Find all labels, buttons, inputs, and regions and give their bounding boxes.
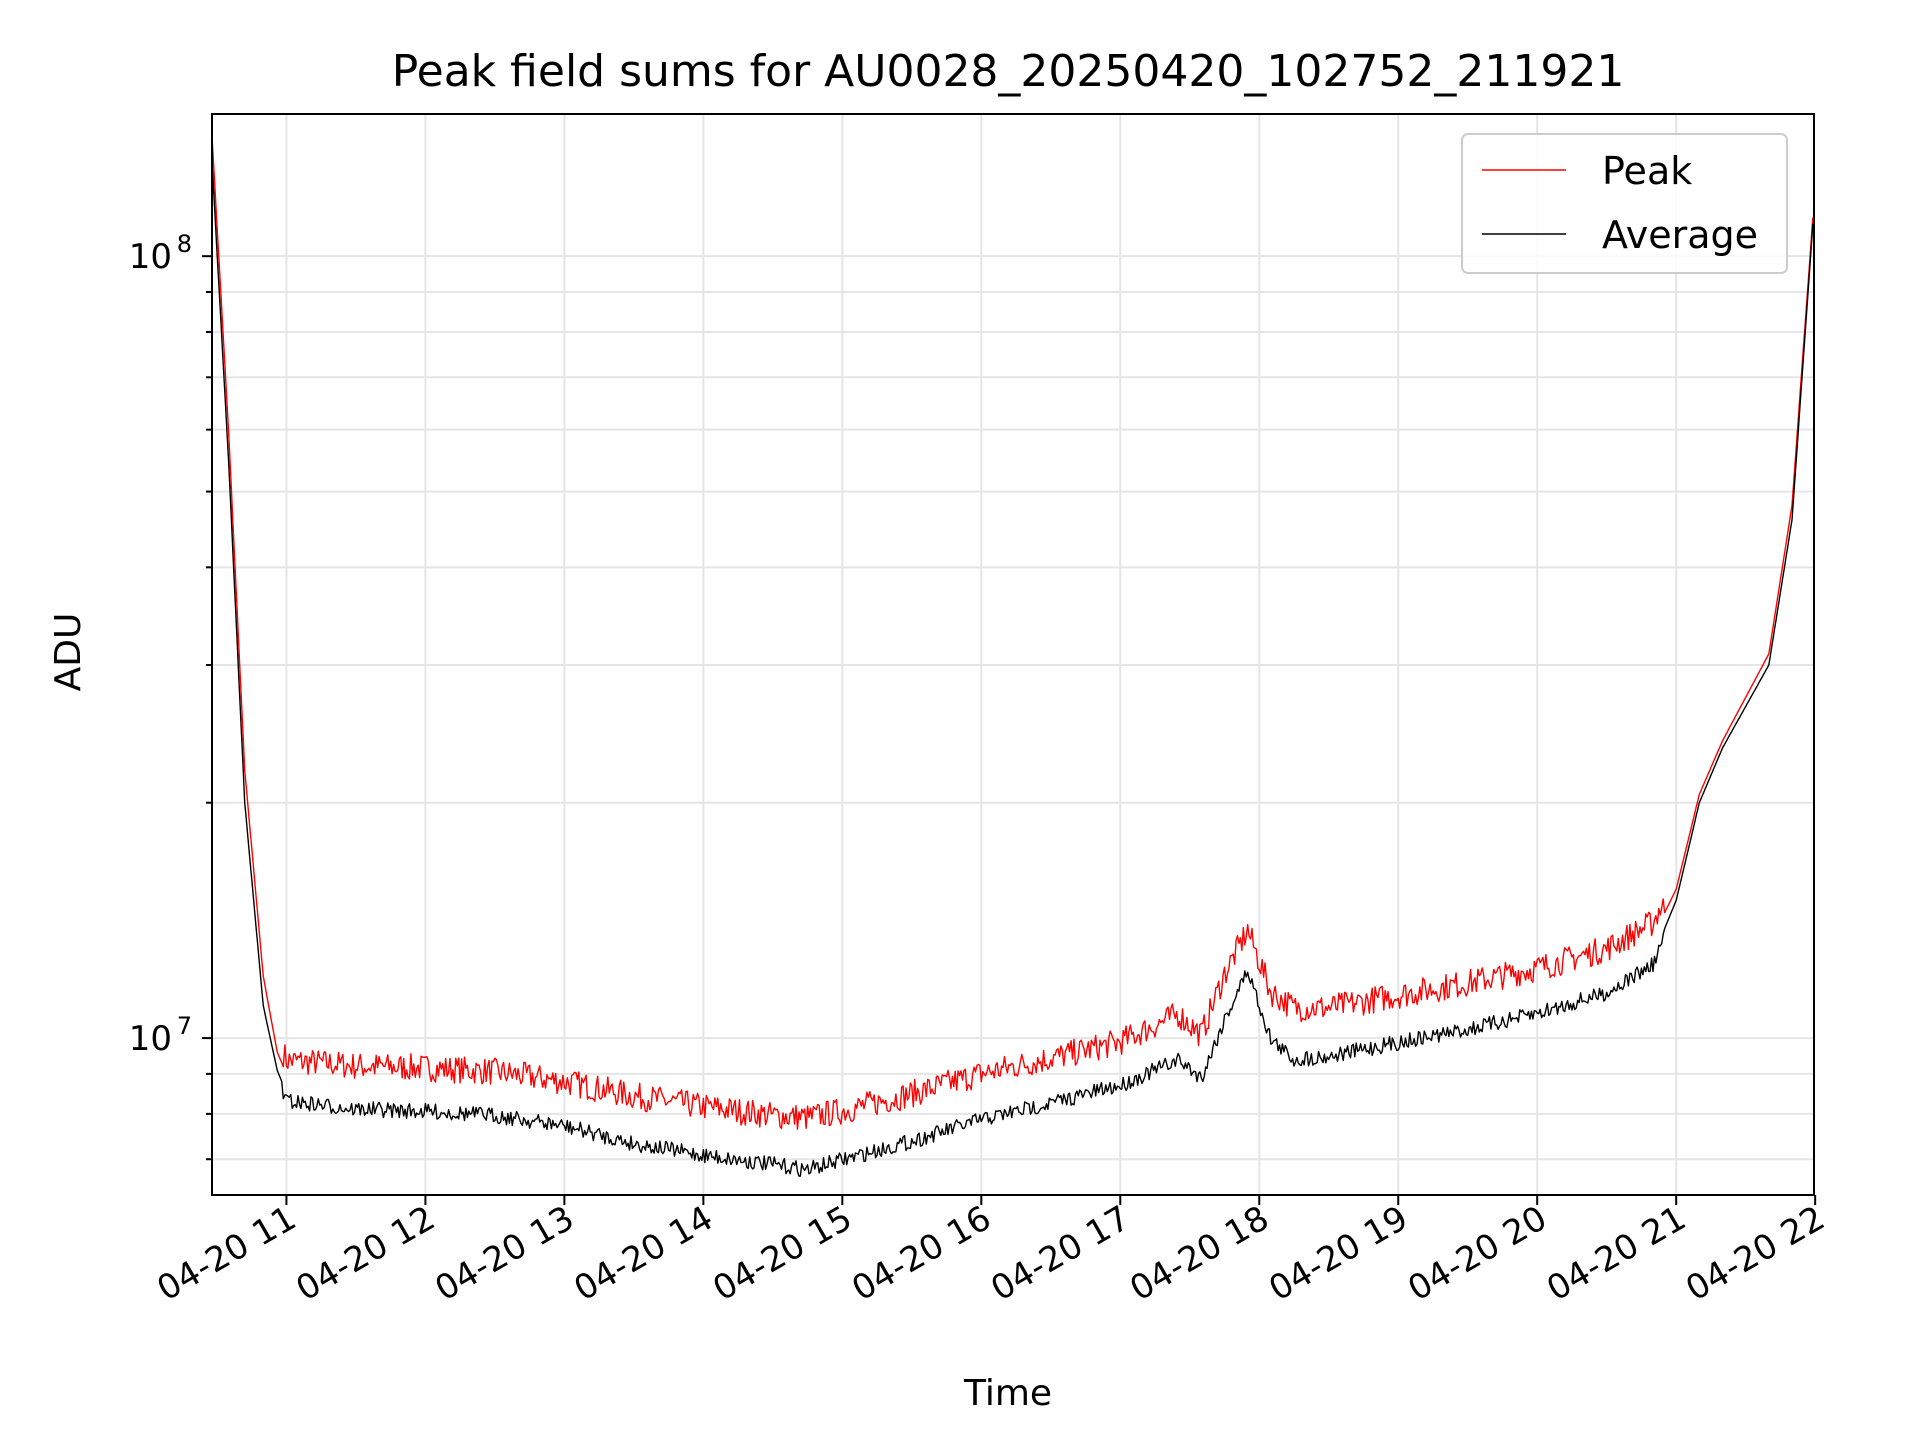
y-tick-exponent: 7: [177, 1012, 192, 1040]
series-lines: [211, 141, 1814, 1177]
legend-box: [1461, 133, 1788, 274]
chart-title: Peak field sums for AU0028_20250420_1027…: [392, 46, 1625, 97]
legend: Peak Average: [1461, 133, 1788, 274]
legend-average-label: Average: [1602, 213, 1758, 257]
plot-frame: [211, 113, 1815, 1196]
legend-peak-label: Peak: [1602, 149, 1692, 193]
y-tick-label: 10: [129, 237, 172, 277]
y-tick-label: 10: [129, 1019, 172, 1059]
y-tick-exponent: 8: [177, 230, 192, 258]
series-line-peak: [211, 141, 1814, 1130]
x-axis-label: Time: [963, 1373, 1052, 1414]
y-axis-label: ADU: [48, 613, 89, 692]
series-line-average: [211, 167, 1814, 1177]
grid-lines: [212, 114, 1814, 1195]
